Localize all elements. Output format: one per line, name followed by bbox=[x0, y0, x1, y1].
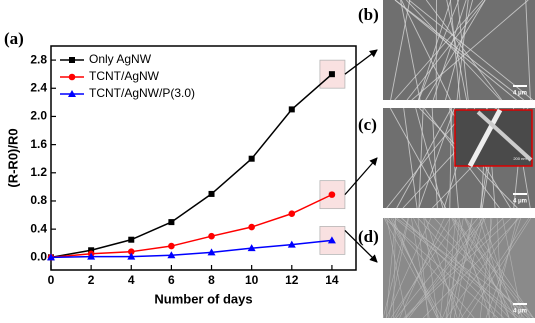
data-point bbox=[289, 106, 295, 112]
x-tick-label: 8 bbox=[208, 273, 215, 287]
y-tick-label: 2.0 bbox=[30, 109, 47, 123]
data-point bbox=[249, 156, 255, 162]
data-point bbox=[329, 71, 335, 77]
sem-image: 4 μm bbox=[383, 218, 535, 318]
inset-scale-label: 200 nm bbox=[513, 156, 527, 161]
legend-marker bbox=[69, 74, 76, 81]
x-tick-label: 6 bbox=[168, 273, 175, 287]
x-tick-label: 0 bbox=[48, 273, 55, 287]
x-axis-label: Number of days bbox=[154, 291, 252, 306]
legend-marker bbox=[69, 57, 75, 63]
panel-label: (a) bbox=[4, 29, 24, 48]
data-point bbox=[288, 210, 295, 217]
scale-bar-label: 4 μm bbox=[513, 309, 527, 315]
pointer-arrow bbox=[345, 50, 377, 74]
data-point bbox=[168, 219, 174, 225]
y-tick-label: 0.0 bbox=[30, 249, 47, 263]
data-point bbox=[209, 191, 215, 197]
y-tick-label: 1.6 bbox=[30, 137, 47, 151]
data-point bbox=[208, 233, 215, 240]
x-tick-label: 12 bbox=[285, 273, 299, 287]
x-tick-label: 10 bbox=[245, 273, 259, 287]
series-line bbox=[51, 74, 332, 257]
x-tick-label: 4 bbox=[128, 273, 135, 287]
data-point bbox=[329, 191, 336, 198]
x-tick-label: 14 bbox=[325, 273, 339, 287]
y-tick-label: 2.4 bbox=[30, 80, 47, 94]
legend-label: TCNT/AgNW/P(3.0) bbox=[89, 86, 195, 100]
legend-label: Only AgNW bbox=[89, 52, 152, 66]
y-tick-label: 0.8 bbox=[30, 193, 47, 207]
y-tick-label: 0.4 bbox=[30, 221, 47, 235]
x-tick-label: 2 bbox=[88, 273, 95, 287]
scale-bar-label: 4 μm bbox=[513, 91, 527, 97]
y-tick-label: 1.2 bbox=[30, 165, 47, 179]
panel-label: (d) bbox=[358, 227, 379, 246]
y-tick-label: 2.8 bbox=[30, 52, 47, 66]
sem-image: 4 μm bbox=[383, 0, 535, 100]
panel-label: (c) bbox=[358, 115, 377, 134]
pointer-arrow bbox=[345, 158, 377, 195]
panel-label: (b) bbox=[358, 5, 379, 24]
data-point bbox=[128, 237, 134, 243]
scale-bar-label: 4 μm bbox=[513, 199, 527, 205]
data-point bbox=[248, 224, 255, 231]
sem-inset: 200 nm bbox=[455, 110, 532, 166]
legend-label: TCNT/AgNW bbox=[89, 69, 160, 83]
data-point bbox=[168, 243, 175, 250]
y-axis-label: (R-R0)/R0 bbox=[5, 128, 20, 187]
